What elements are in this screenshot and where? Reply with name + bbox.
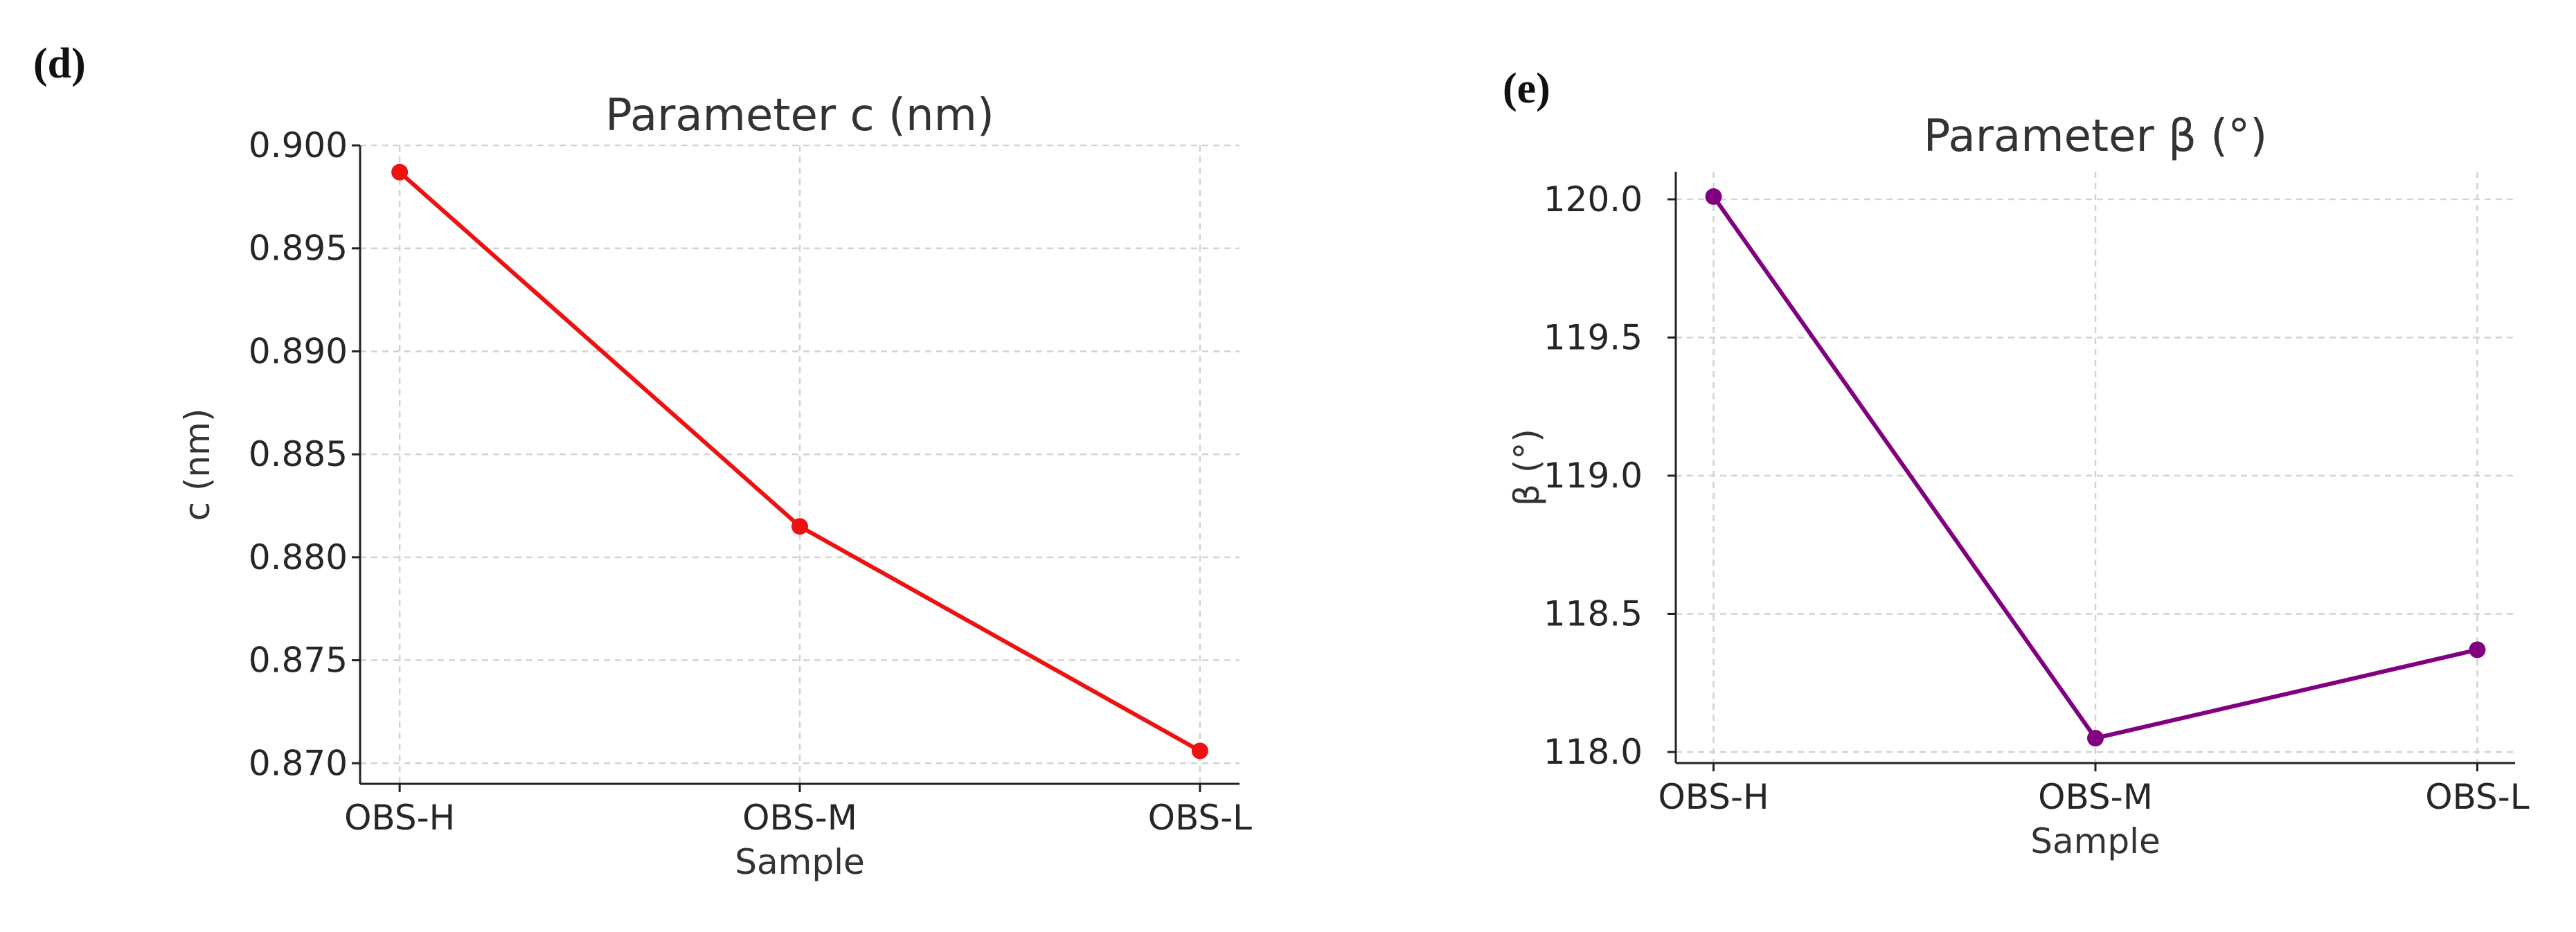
x-tick-label: OBS-H [344,798,455,838]
y-tick-label: 0.890 [249,331,348,371]
x-axis-title-d: Sample [735,842,864,882]
data-point-obs-h [391,163,409,181]
y-tick-label: 0.875 [249,640,348,681]
y-axis-title-e: β (°) [1507,429,1547,506]
panel-label-e: (e) [1503,65,1550,112]
data-point-obs-m [2087,730,2104,747]
data-point-obs-l [2469,641,2486,658]
x-tick-label: OBS-H [1658,777,1769,817]
data-point-obs-m [791,518,808,535]
data-point-obs-l [1191,742,1208,760]
y-tick-label: 118.0 [1544,732,1643,772]
y-tick-label: 0.885 [249,434,348,474]
data-point-obs-h [1705,188,1722,205]
y-axis-title-d: c (nm) [177,409,217,521]
x-tick-label: OBS-L [1148,798,1253,838]
x-tick-label: OBS-M [2038,777,2153,817]
y-tick-label: 120.0 [1544,179,1643,219]
gridlines-d [360,144,1240,784]
x-tick-label: OBS-L [2425,777,2530,817]
y-tick-label: 119.0 [1544,456,1643,496]
y-tick-label: 0.900 [249,125,348,165]
gridlines-e [1676,172,2515,763]
chart-title-e: Parameter β (°) [1924,111,2267,162]
panel-label-d: (d) [33,40,86,87]
x-axis-title-e: Sample [2030,821,2160,861]
y-tick-label: 0.895 [249,228,348,269]
y-tick-label: 0.870 [249,743,348,783]
y-tick-label: 119.5 [1544,317,1643,357]
y-tick-label: 118.5 [1544,594,1643,634]
x-tick-label: OBS-M [742,798,857,838]
y-tick-label: 0.880 [249,537,348,577]
chart-panel-e: (e) Parameter β (°) 118.0 118.5 119.0 119.5 12… [1503,65,2530,861]
chart-panel-d: (d) Parameter c (nm) 0.870 0.875 0.880 0.885 0… [33,40,1252,882]
series-line-e [1712,195,2478,741]
chart-title-d: Parameter c (nm) [605,90,994,141]
